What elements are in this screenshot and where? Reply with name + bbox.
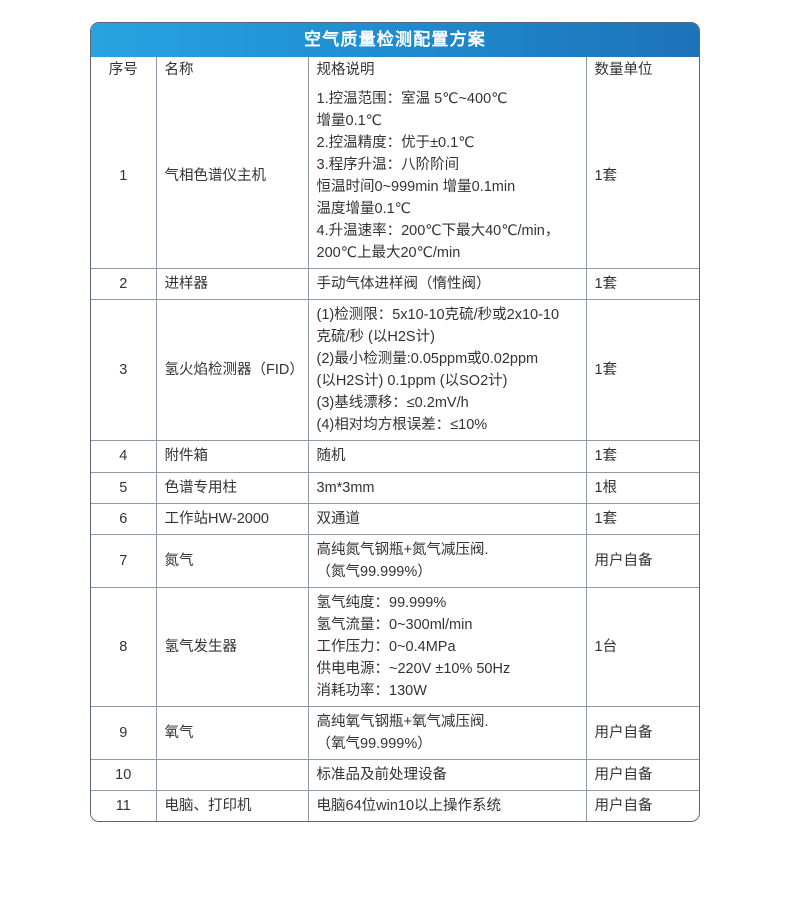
cell-spec: (1)检测限：5x10-10克硫/秒或2x10-10 克硫/秒 (以H2S计) … [308, 299, 587, 442]
cell-unit: 用户自备 [586, 758, 699, 791]
cell-unit: 1台 [586, 586, 699, 707]
cell-index: 9 [91, 705, 157, 760]
table-row: 8 氢气发生器 氢气纯度：99.999% 氢气流量：0~300ml/min 工作压力… [91, 586, 699, 707]
cell-index: 4 [91, 440, 157, 473]
cell-spec: 手动气体进样阀（惰性阀） [308, 268, 587, 301]
cell-name: 电脑、打印机 [156, 789, 309, 821]
cell-unit: 1套 [586, 440, 699, 473]
configuration-spec-table: 序号 名称 规格说明 数量单位 1 气相色谱仪主机 1.控温范围：室温 5℃~400… [91, 57, 699, 821]
table-row: 2 进样器 手动气体进样阀（惰性阀） 1套 [91, 268, 699, 301]
cell-name: 氧气 [156, 705, 309, 760]
cell-spec: 高纯氧气钢瓶+氧气减压阀. （氧气99.999%） [308, 705, 587, 760]
cell-index: 7 [91, 533, 157, 588]
cell-unit: 用户自备 [586, 533, 699, 588]
table-row: 7 氮气 高纯氮气钢瓶+氮气减压阀. （氮气99.999%） 用户自备 [91, 533, 699, 588]
cell-spec: 3m*3mm [308, 471, 587, 504]
column-header-name: 名称 [156, 57, 309, 84]
table-row: 6 工作站HW-2000 双通道 1套 [91, 502, 699, 535]
cell-unit: 用户自备 [586, 705, 699, 760]
cell-name: 附件箱 [156, 440, 309, 473]
spec-table-container: 空气质量检测配置方案 序号 名称 规格说明 数量单位 1 气相色谱仪主机 1.控温范… [90, 22, 700, 822]
cell-index: 1 [91, 84, 157, 270]
column-header-unit: 数量单位 [594, 62, 653, 79]
table-header: 序号 名称 规格说明 数量单位 [91, 57, 699, 84]
table-title-banner: 空气质量检测配置方案 [91, 23, 699, 57]
table-row: 11 电脑、打印机 电脑64位win10以上操作系统 用户自备 [91, 789, 699, 821]
cell-unit: 1套 [586, 84, 699, 270]
cell-index: 3 [91, 299, 157, 442]
cell-name: 氮气 [156, 533, 309, 588]
cell-unit: 1根 [586, 471, 699, 504]
cell-spec: 高纯氮气钢瓶+氮气减压阀. （氮气99.999%） [308, 533, 587, 588]
table-row: 9 氧气 高纯氧气钢瓶+氧气减压阀. （氧气99.999%） 用户自备 [91, 705, 699, 760]
cell-spec: 随机 [308, 440, 587, 473]
cell-index: 5 [91, 471, 157, 504]
cell-spec: 氢气纯度：99.999% 氢气流量：0~300ml/min 工作压力：0~0.4… [308, 586, 587, 707]
cell-index: 8 [91, 586, 157, 707]
table-row: 3 氢火焰检测器（FID） (1)检测限：5x10-10克硫/秒或2x10-10 克… [91, 299, 699, 442]
table-row: 10 标准品及前处理设备 用户自备 [91, 758, 699, 791]
cell-unit: 1套 [586, 502, 699, 535]
cell-name [156, 758, 309, 791]
cell-unit: 1套 [586, 268, 699, 301]
table-header-row: 序号 名称 规格说明 数量单位 [91, 57, 699, 84]
cell-unit: 1套 [586, 299, 699, 442]
cell-name: 工作站HW-2000 [156, 502, 309, 535]
table-body: 1 气相色谱仪主机 1.控温范围：室温 5℃~400℃ 增量0.1℃ 2.控温精度：… [91, 84, 699, 821]
table-row: 1 气相色谱仪主机 1.控温范围：室温 5℃~400℃ 增量0.1℃ 2.控温精度：… [91, 84, 699, 270]
cell-name: 气相色谱仪主机 [156, 84, 309, 270]
cell-unit: 用户自备 [586, 789, 699, 821]
cell-index: 11 [91, 789, 157, 821]
table-row: 4 附件箱 随机 1套 [91, 440, 699, 473]
column-header-spec: 规格说明 [308, 57, 587, 84]
cell-spec: 标准品及前处理设备 [308, 758, 587, 791]
cell-name: 色谱专用柱 [156, 471, 309, 504]
column-header-index: 序号 [91, 57, 157, 84]
cell-index: 10 [91, 758, 157, 791]
cell-spec: 电脑64位win10以上操作系统 [308, 789, 587, 821]
cell-spec: 1.控温范围：室温 5℃~400℃ 增量0.1℃ 2.控温精度：优于±0.1℃ … [308, 84, 587, 270]
table-row: 5 色谱专用柱 3m*3mm 1根 [91, 471, 699, 504]
cell-index: 6 [91, 502, 157, 535]
cell-spec: 双通道 [308, 502, 587, 535]
cell-name: 氢气发生器 [156, 586, 309, 707]
cell-index: 2 [91, 268, 157, 301]
cell-name: 氢火焰检测器（FID） [156, 299, 309, 442]
cell-name: 进样器 [156, 268, 309, 301]
